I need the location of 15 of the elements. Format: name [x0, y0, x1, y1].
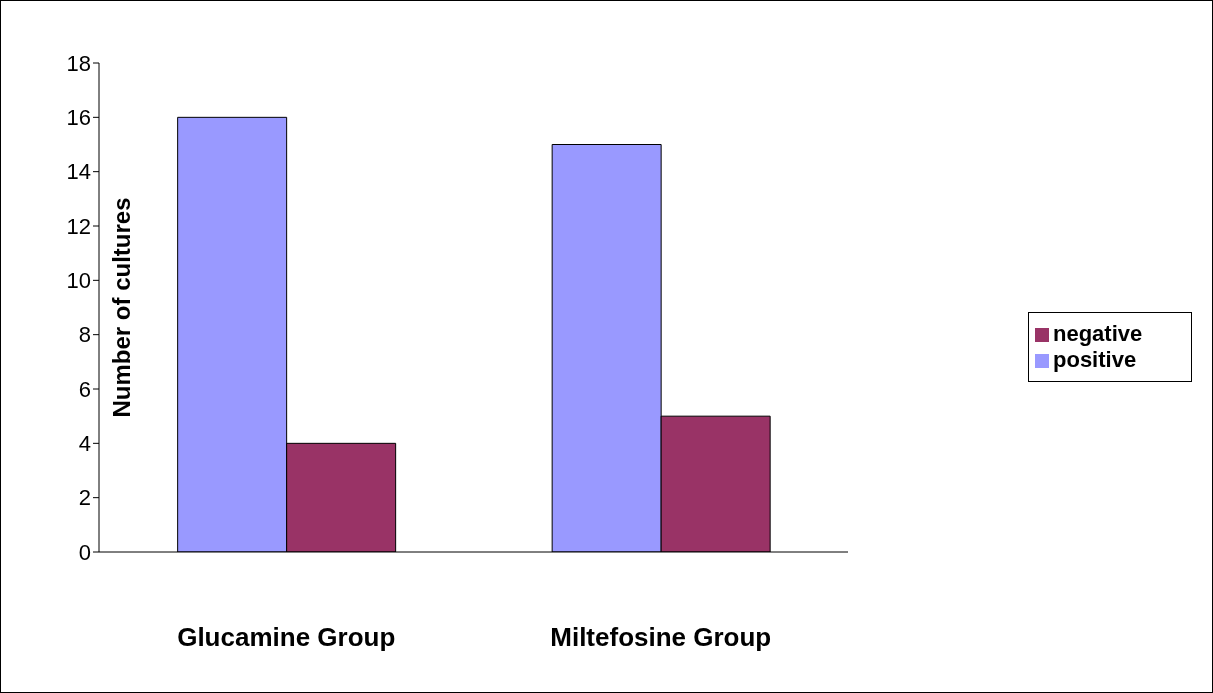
- y-axis-title: Number of cultures: [107, 197, 135, 418]
- y-tick-label: 2: [78, 485, 91, 511]
- x-tick-label: Glucamine Group: [177, 622, 396, 653]
- y-tick-label: 12: [66, 213, 91, 239]
- y-tick-label: 6: [78, 376, 91, 402]
- y-tick-label: 0: [78, 539, 91, 565]
- y-tick-label: 16: [66, 105, 91, 131]
- y-tick-label: 14: [66, 159, 91, 185]
- x-tick-label: Miltefosine Group: [550, 622, 772, 653]
- legend-label: negative: [1053, 320, 1143, 346]
- y-tick-label: 8: [78, 322, 91, 348]
- legend-label: positive: [1053, 346, 1137, 372]
- y-tick-label: 4: [78, 431, 91, 457]
- y-tick-label: 18: [66, 50, 91, 76]
- y-tick-label: 10: [66, 268, 91, 294]
